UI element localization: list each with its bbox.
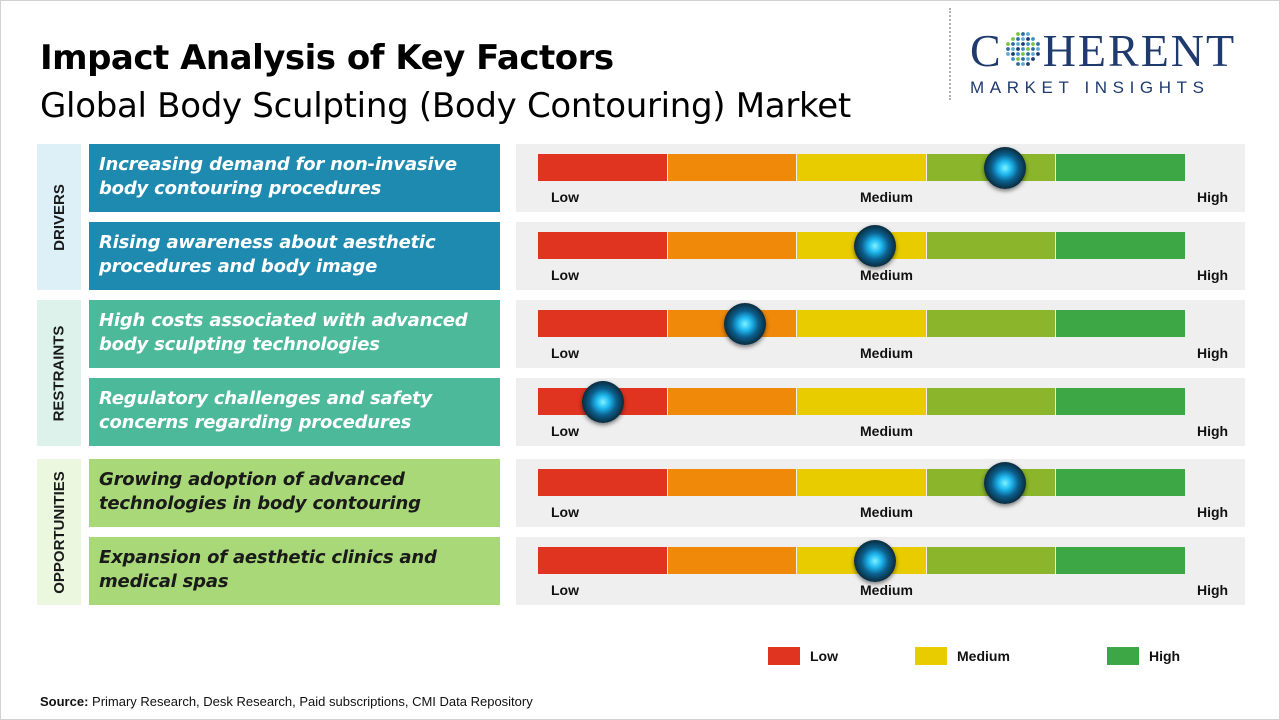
impact-gauge-row: Low Medium High <box>516 459 1245 527</box>
scale-label-medium: Medium <box>860 504 913 520</box>
scale-segment <box>1056 469 1185 496</box>
legend-label: High <box>1149 648 1181 664</box>
scale-segment <box>926 547 1056 574</box>
scale-label-medium: Medium <box>860 345 913 361</box>
scale-label-medium: Medium <box>860 189 913 205</box>
scale-label-low: Low <box>551 267 579 283</box>
scale-segment <box>1056 154 1185 181</box>
impact-marker <box>724 303 767 345</box>
category-drivers: DRIVERS <box>37 144 81 290</box>
factor-label: Regulatory challenges and safety concern… <box>89 378 500 446</box>
scale-segment <box>797 388 926 415</box>
scale-segment <box>538 310 667 337</box>
scale-segment <box>1056 547 1185 574</box>
impact-gauge-row: Low Medium High <box>516 222 1245 290</box>
scale-segment <box>667 154 797 181</box>
scale-label-medium: Medium <box>860 267 913 283</box>
scale-label-high: High <box>1197 504 1229 520</box>
scale-segment <box>667 469 797 496</box>
scale-label-medium: Medium <box>860 423 913 439</box>
factor-label: Rising awareness about aesthetic procedu… <box>89 222 500 290</box>
impact-scale-bar <box>538 303 1186 345</box>
source-text: Primary Research, Desk Research, Paid su… <box>88 694 533 709</box>
legend-item: Low <box>768 647 838 665</box>
impact-gauge-row: Low Medium High <box>516 144 1245 212</box>
scale-label-low: Low <box>551 504 579 520</box>
impact-marker <box>983 462 1026 504</box>
logo-letter-c: C <box>970 25 1003 76</box>
impact-marker <box>983 147 1026 189</box>
scale-label-medium: Medium <box>860 582 913 598</box>
factor-label: Growing adoption of advanced technologie… <box>89 459 500 527</box>
scale-label-low: Low <box>551 345 579 361</box>
legend-label: Low <box>810 648 838 664</box>
scale-label-high: High <box>1197 267 1229 283</box>
scale-segment <box>538 154 667 181</box>
category-label: RESTRAINTS <box>50 325 68 421</box>
legend-label: Medium <box>957 648 1010 664</box>
scale-segment <box>538 232 667 259</box>
logo-text: HERENT <box>1042 25 1237 76</box>
scale-label-high: High <box>1197 423 1229 439</box>
legend-swatch <box>768 647 800 665</box>
impact-gauge-row: Low Medium High <box>516 300 1245 368</box>
impact-scale-bar <box>538 540 1186 582</box>
scale-segment <box>538 547 667 574</box>
impact-scale-bar <box>538 462 1186 504</box>
source-note: Source: Primary Research, Desk Research,… <box>40 694 533 709</box>
category-restraints: RESTRAINTS <box>37 300 81 446</box>
logo-divider <box>949 8 951 100</box>
legend-item: High <box>1107 647 1180 665</box>
factor-label: Increasing demand for non-invasive body … <box>89 144 500 212</box>
scale-label-low: Low <box>551 189 579 205</box>
impact-scale-bar <box>538 147 1186 189</box>
scale-segment <box>1056 388 1185 415</box>
impact-scale-bar <box>538 381 1186 423</box>
category-opportunities: OPPORTUNITIES <box>37 459 81 605</box>
impact-gauge-row: Low Medium High <box>516 537 1245 605</box>
impact-scale-bar <box>538 225 1186 267</box>
scale-segment <box>667 388 797 415</box>
impact-marker <box>853 225 896 267</box>
factor-label: High costs associated with advanced body… <box>89 300 500 368</box>
impact-gauge-row: Low Medium High <box>516 378 1245 446</box>
scale-segment <box>797 310 926 337</box>
factor-label: Expansion of aesthetic clinics and medic… <box>89 537 500 605</box>
scale-label-high: High <box>1197 345 1229 361</box>
globe-dots-icon <box>1005 32 1040 66</box>
scale-label-high: High <box>1197 582 1229 598</box>
category-label: OPPORTUNITIES <box>50 470 68 594</box>
category-label: DRIVERS <box>50 183 68 251</box>
scale-segment <box>667 547 797 574</box>
source-label: Source: <box>40 694 89 709</box>
scale-segment <box>1056 232 1185 259</box>
page-title: Impact Analysis of Key Factors <box>40 38 614 78</box>
page-subtitle: Global Body Sculpting (Body Contouring) … <box>40 86 851 126</box>
scale-segment <box>1056 310 1185 337</box>
legend-item: Medium <box>915 647 1010 665</box>
scale-segment <box>926 232 1056 259</box>
impact-marker <box>581 381 624 423</box>
scale-label-high: High <box>1197 189 1229 205</box>
scale-label-low: Low <box>551 582 579 598</box>
impact-marker <box>853 540 896 582</box>
logo: C HERENT <box>970 28 1236 74</box>
logo-tagline: MARKET INSIGHTS <box>970 78 1210 97</box>
scale-segment <box>926 310 1056 337</box>
scale-label-low: Low <box>551 423 579 439</box>
scale-segment <box>797 469 926 496</box>
scale-segment <box>667 232 797 259</box>
scale-segment <box>538 469 667 496</box>
legend-swatch <box>915 647 947 665</box>
scale-segment <box>797 154 926 181</box>
legend-swatch <box>1107 647 1139 665</box>
scale-segment <box>926 388 1056 415</box>
